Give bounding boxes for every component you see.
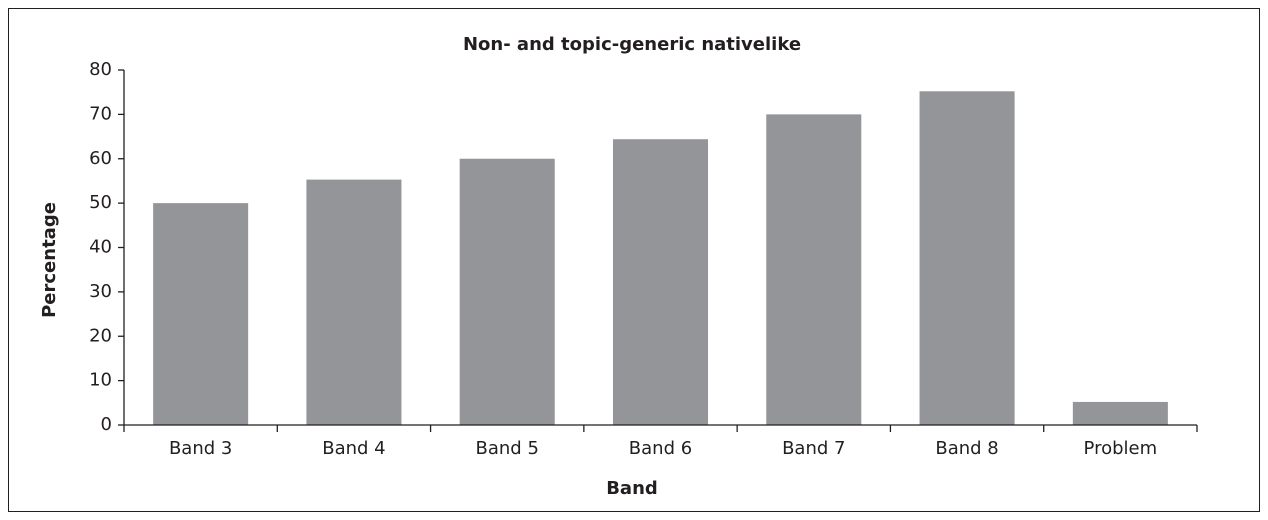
- x-tick-label: Band 4: [322, 438, 385, 459]
- y-tick-label: 10: [89, 370, 112, 391]
- y-tick-label: 0: [101, 414, 112, 435]
- bar: [612, 139, 709, 425]
- chart-title: Non- and topic-generic nativelike: [463, 34, 801, 55]
- x-tick-label: Band 8: [935, 438, 998, 459]
- y-tick-label: 70: [89, 103, 112, 124]
- bar: [766, 114, 862, 425]
- y-tick-label: 50: [89, 192, 112, 213]
- bar: [153, 203, 249, 425]
- bar: [1072, 401, 1168, 425]
- y-tick-label: 30: [89, 281, 112, 302]
- x-tick-label: Band 3: [169, 438, 232, 459]
- y-tick-label: 60: [89, 148, 112, 169]
- frame: [8, 8, 1260, 512]
- x-tick-label: Band 5: [476, 438, 539, 459]
- x-tick-label: Band 7: [782, 438, 845, 459]
- y-axis-label: Percentage: [39, 202, 60, 318]
- bar: [919, 91, 1015, 426]
- x-tick-label: Band 6: [629, 438, 692, 459]
- x-tick-label: Problem: [1084, 438, 1158, 459]
- y-tick-label: 80: [89, 59, 112, 80]
- y-tick-label: 20: [89, 325, 112, 346]
- x-axis-label: Band: [606, 478, 658, 499]
- y-tick-label: 40: [89, 237, 112, 258]
- bar: [459, 158, 555, 425]
- bar: [306, 179, 402, 425]
